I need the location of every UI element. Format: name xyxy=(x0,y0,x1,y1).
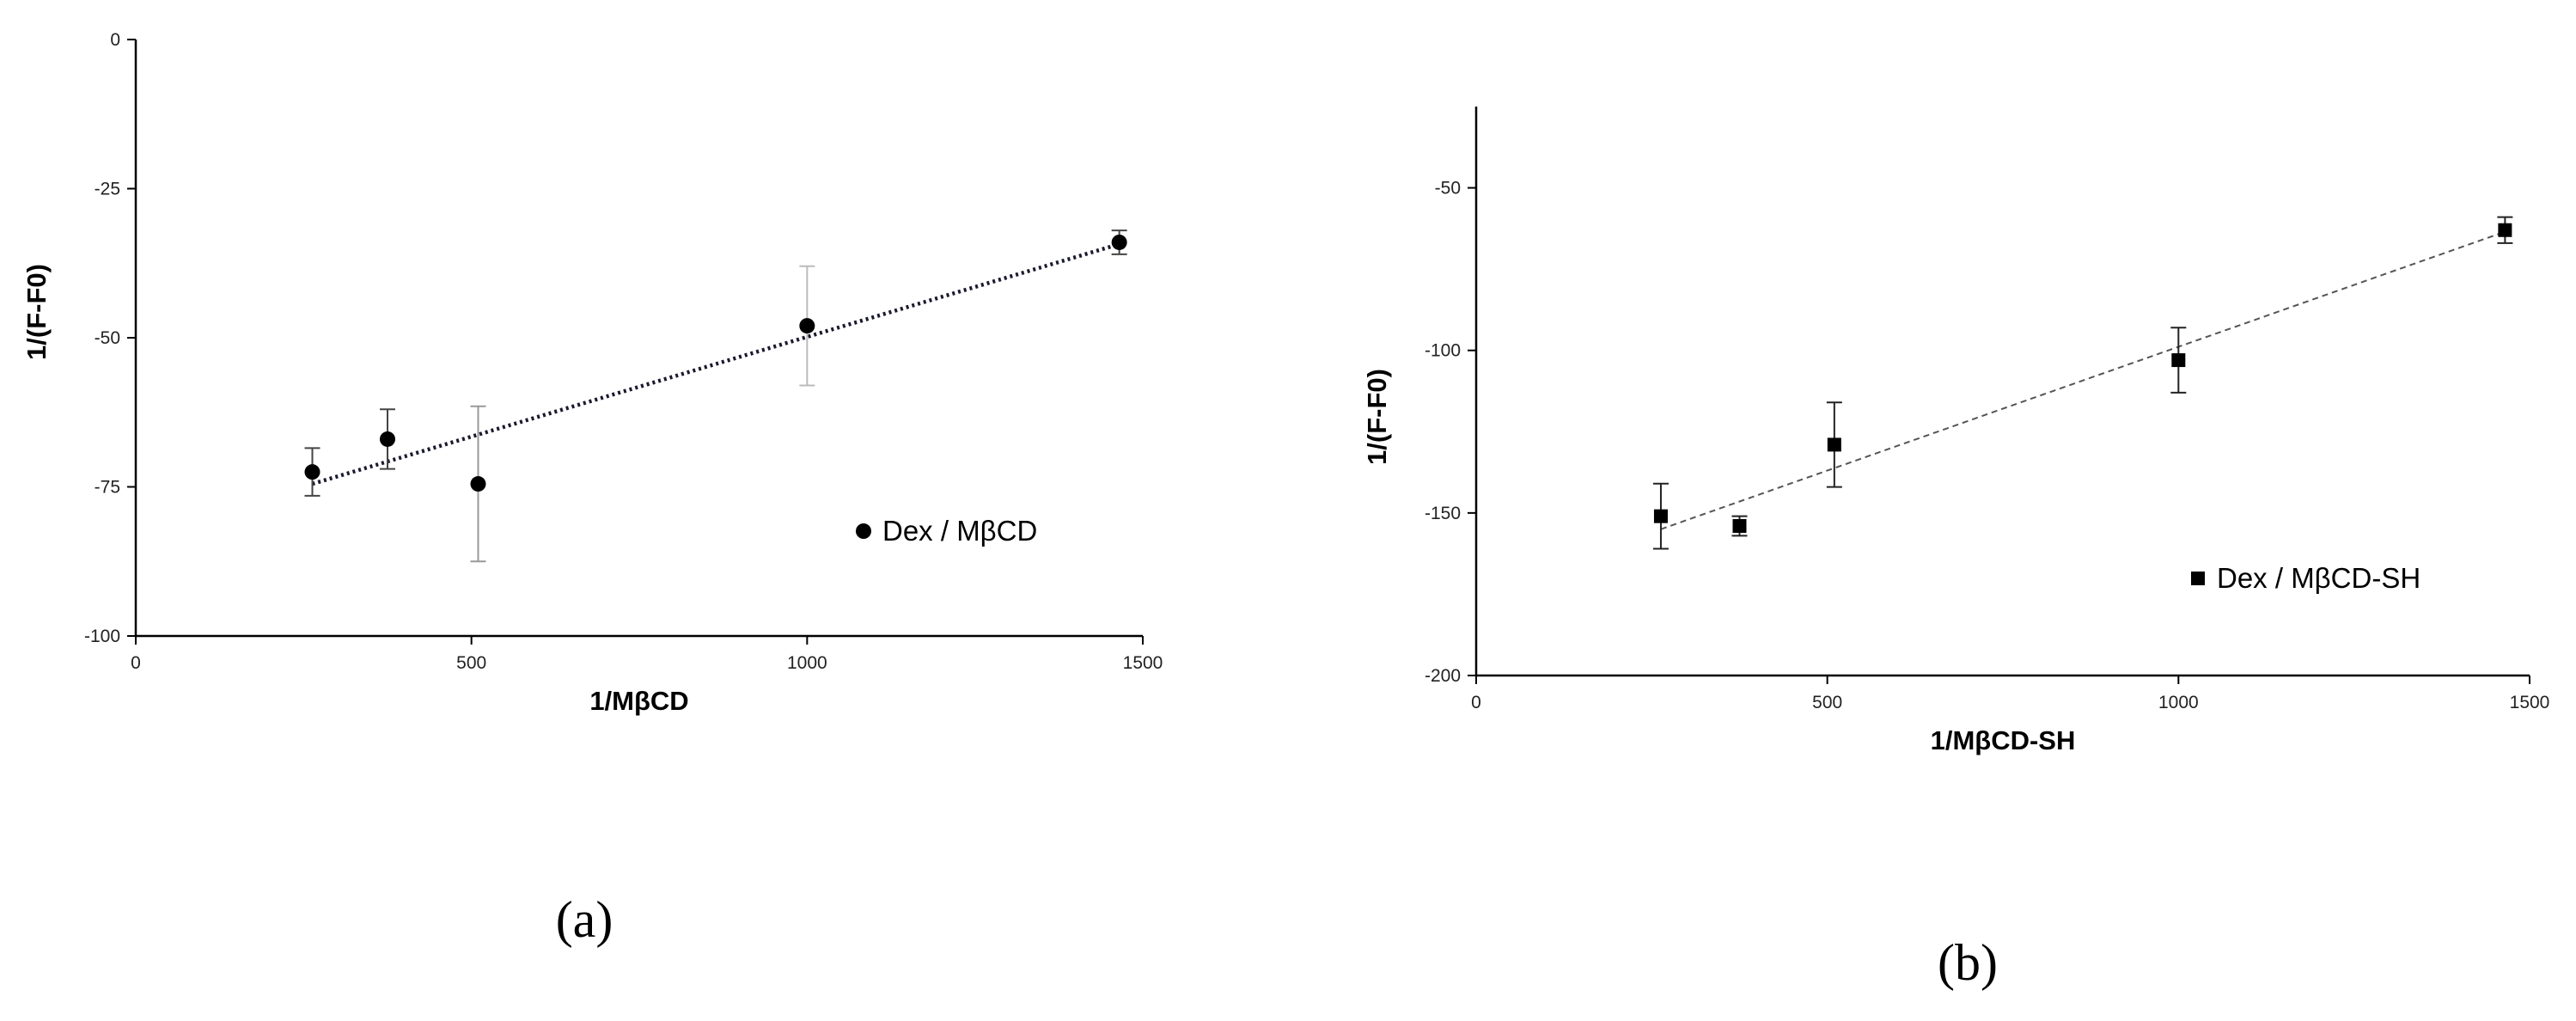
x-tick-label: 1000 xyxy=(2158,693,2199,712)
x-tick-label: 1500 xyxy=(1123,653,1163,673)
trendline xyxy=(1660,230,2506,530)
y-tick-label: -50 xyxy=(1435,179,1461,199)
x-axis-title: 1/MβCD xyxy=(589,686,688,716)
y-tick-label: -100 xyxy=(1425,341,1461,361)
legend-marker xyxy=(2191,572,2205,585)
legend-label: Dex / MβCD-SH xyxy=(2217,562,2420,594)
data-point xyxy=(380,431,395,447)
data-point xyxy=(1732,518,1747,533)
x-tick-label: 500 xyxy=(1812,693,1842,712)
y-tick-label: -150 xyxy=(1425,504,1461,523)
y-axis-title: 1/(F-F0) xyxy=(21,264,52,360)
y-tick-label: -200 xyxy=(1425,666,1461,686)
data-point xyxy=(2498,223,2512,237)
x-tick-label: 0 xyxy=(131,653,141,673)
x-tick-label: 500 xyxy=(456,653,486,673)
data-point xyxy=(1653,509,1668,523)
panel-label: (b) xyxy=(1938,934,1998,991)
legend-marker xyxy=(856,523,871,539)
y-tick-label: -75 xyxy=(95,478,120,498)
chart-panel-a: 0 -25 -50 -75 -100 0 500 1000 1500 1/MβCD 1/(F-F0)… xyxy=(21,30,1163,948)
data-point xyxy=(2171,353,2186,368)
data-point xyxy=(1827,437,1841,452)
y-axis-title: 1/(F-F0) xyxy=(1362,369,1392,465)
panel-label: (a) xyxy=(556,891,613,948)
x-tick-label: 0 xyxy=(1471,693,1481,712)
data-point xyxy=(304,464,320,480)
y-tick-label: 0 xyxy=(110,30,120,50)
x-tick-label: 1500 xyxy=(2510,693,2550,712)
data-point xyxy=(1111,234,1127,250)
x-tick-label: 1000 xyxy=(787,653,827,673)
y-tick-label: -50 xyxy=(95,328,120,348)
data-point xyxy=(470,476,486,492)
y-tick-label: -25 xyxy=(95,180,120,199)
x-axis-title: 1/MβCD-SH xyxy=(1931,725,2076,755)
y-tick-label: -100 xyxy=(84,627,120,646)
legend-label: Dex / MβCD xyxy=(882,515,1037,547)
trendline xyxy=(311,241,1120,486)
chart-panel-b: -50 -100 -150 -200 0 500 1000 1500 1/MβCD-SH 1/(F… xyxy=(1362,107,2549,991)
data-point xyxy=(799,318,815,334)
